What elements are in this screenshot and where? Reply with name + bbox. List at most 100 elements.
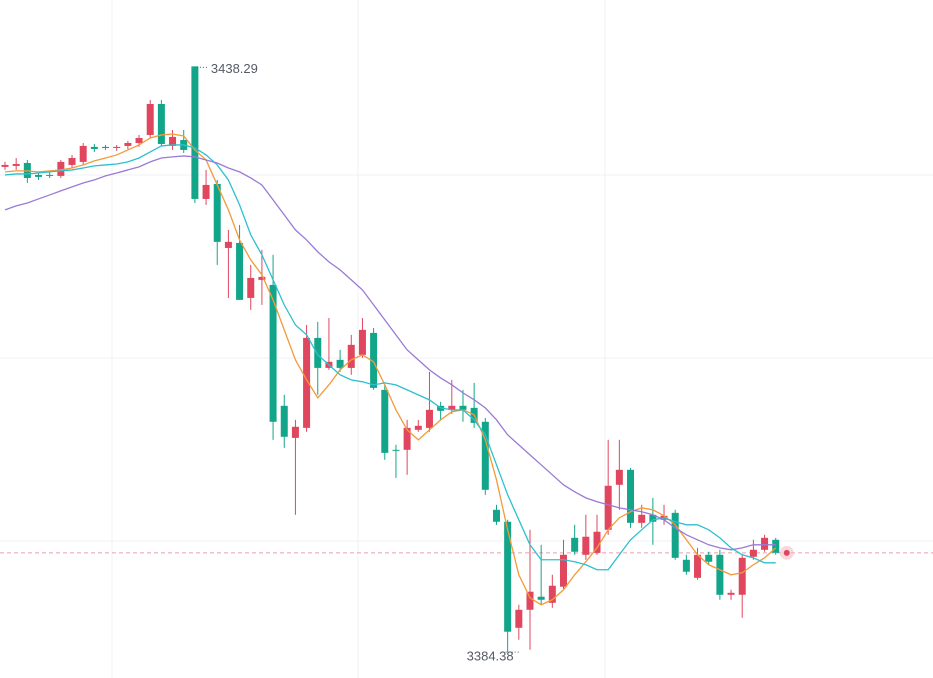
candle-body <box>113 146 121 148</box>
candle <box>537 544 545 605</box>
candle-body <box>582 536 590 555</box>
candle-body <box>57 161 65 176</box>
candle <box>571 524 579 555</box>
candle <box>358 317 366 358</box>
candle <box>269 254 277 440</box>
candle-body <box>191 66 199 199</box>
candle-body <box>560 554 567 587</box>
candle-body <box>347 344 355 368</box>
candle-body <box>392 449 400 451</box>
candle <box>180 129 188 153</box>
candle <box>437 401 445 420</box>
candle <box>213 179 221 265</box>
candle-body <box>157 103 165 144</box>
candle <box>671 509 679 560</box>
candle-body <box>761 537 769 550</box>
candle <box>705 551 713 565</box>
candle <box>604 439 612 535</box>
candle-body <box>615 469 623 485</box>
candle <box>515 604 523 640</box>
candle <box>414 419 422 432</box>
candle <box>492 504 500 525</box>
candle <box>582 514 590 560</box>
candle <box>303 324 311 432</box>
candle-body <box>269 284 277 422</box>
candle <box>638 504 646 528</box>
candle <box>258 249 266 305</box>
candle <box>749 539 757 560</box>
candle <box>236 224 244 300</box>
candle <box>727 589 735 600</box>
candle-body <box>604 485 612 530</box>
candle-body <box>314 337 322 368</box>
candle-body <box>68 157 76 165</box>
candle-body <box>571 537 579 552</box>
candle-body <box>425 409 433 428</box>
candle <box>202 169 210 205</box>
candle <box>560 539 567 590</box>
candle <box>694 547 702 580</box>
candle <box>102 144 110 150</box>
candle <box>280 394 288 448</box>
moving-average-line <box>4 155 776 551</box>
candle <box>157 99 165 146</box>
candle <box>90 143 98 152</box>
candle-body <box>448 405 456 410</box>
candle-body <box>358 329 366 355</box>
candle-body <box>403 427 411 450</box>
candle-body <box>515 609 523 628</box>
candle <box>738 554 746 618</box>
candle <box>113 144 121 151</box>
candle <box>12 157 20 170</box>
candle <box>548 574 556 608</box>
candle-body <box>749 549 757 557</box>
candle-body <box>738 557 746 595</box>
candle-body <box>381 389 389 453</box>
moving-average-line <box>4 133 777 606</box>
candle <box>224 229 232 298</box>
candle-body <box>459 405 467 410</box>
candle <box>381 384 389 460</box>
candle <box>347 334 355 375</box>
candle <box>772 537 780 555</box>
candle <box>716 549 724 600</box>
candle-body <box>627 469 635 523</box>
candle <box>291 419 299 515</box>
candle <box>191 66 199 203</box>
candle-body <box>102 146 110 148</box>
moving-average-line <box>4 144 776 571</box>
candle-body <box>202 184 210 199</box>
candle <box>459 389 467 422</box>
candle-body <box>772 539 780 553</box>
candle-body <box>124 142 132 146</box>
candle-body <box>90 146 98 149</box>
candle-body <box>224 241 232 248</box>
candle-body <box>504 521 512 632</box>
low-label: 3384.38 <box>467 649 514 664</box>
candle <box>649 497 657 545</box>
candle-body <box>1 164 9 167</box>
candle <box>169 129 177 150</box>
candle <box>68 154 76 168</box>
candle-body <box>705 554 713 562</box>
candle-body <box>46 174 54 176</box>
candle-body <box>236 242 244 300</box>
candle-body <box>548 585 556 603</box>
candle-body <box>716 554 724 595</box>
candle-body <box>79 145 87 162</box>
candle-body <box>12 163 20 166</box>
candle <box>247 264 255 310</box>
candle <box>336 349 344 372</box>
candle <box>1 161 9 170</box>
candle-body <box>727 592 735 595</box>
candle <box>392 444 400 478</box>
candle-body <box>146 103 154 135</box>
candle <box>146 99 154 138</box>
candle-body <box>526 591 534 610</box>
candle-body <box>671 512 679 558</box>
candle-body <box>492 509 500 522</box>
candle-body <box>169 136 177 146</box>
candle <box>124 140 132 149</box>
candle-body <box>336 359 344 368</box>
